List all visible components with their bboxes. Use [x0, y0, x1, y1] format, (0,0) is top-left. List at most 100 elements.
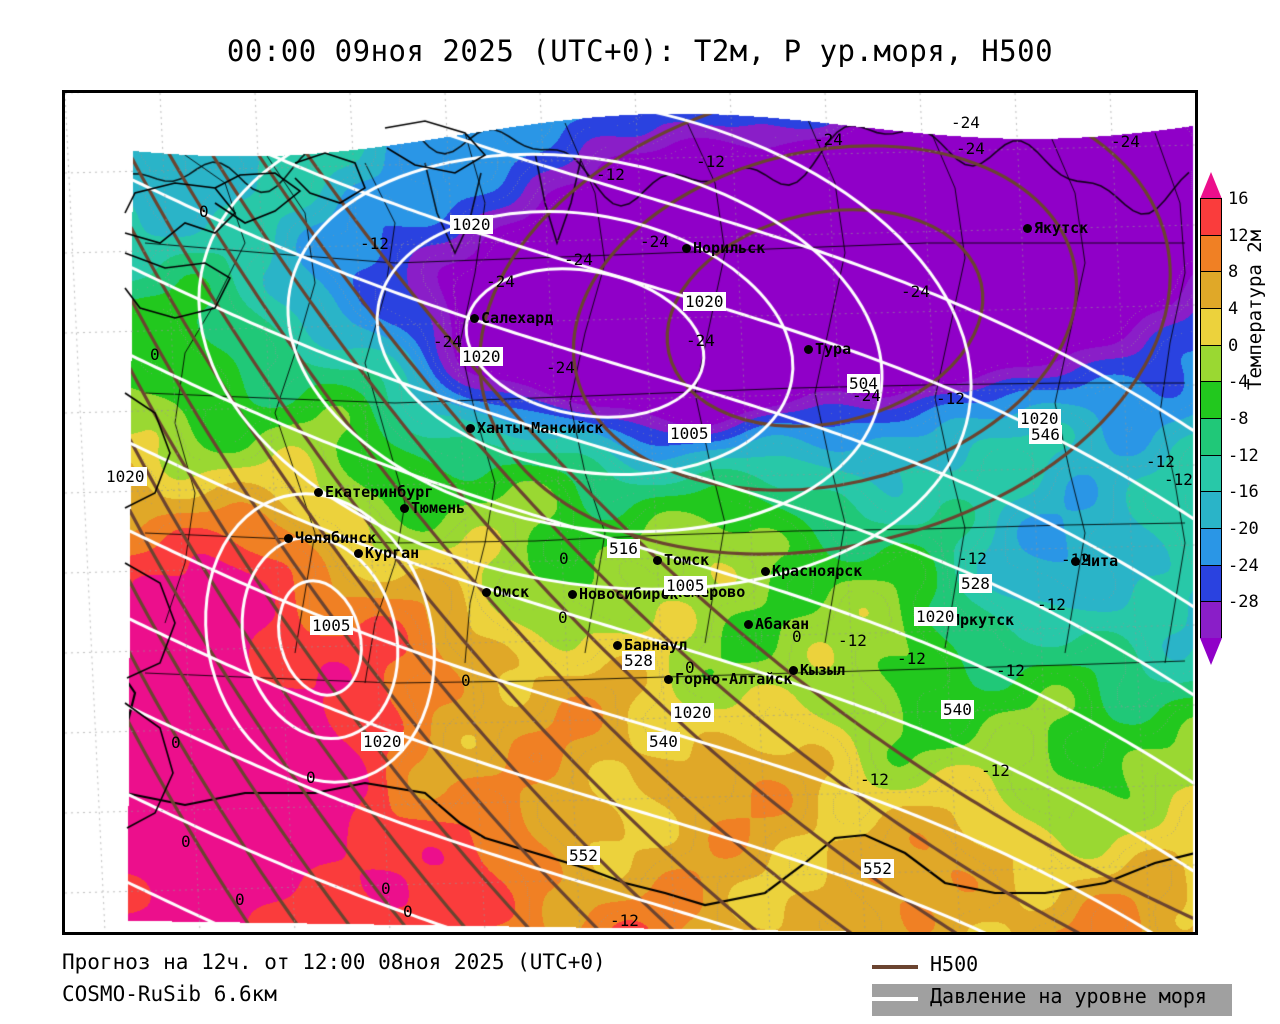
h500-contour-label: 528 [622, 651, 655, 670]
legend-label-h500: H500 [930, 952, 979, 976]
temperature-contour-label: -24 [564, 250, 593, 269]
legend-label-mslp: Давление на уровне моря [930, 984, 1207, 1008]
city-dot [744, 620, 753, 629]
temperature-contour-label: -12 [1037, 595, 1066, 614]
pressure-contour-label: 1005 [310, 616, 353, 635]
temperature-contour-label: -12 [838, 631, 867, 650]
temperature-contour-label: -12 [936, 389, 965, 408]
temperature-contour-label: -24 [1111, 132, 1140, 151]
model-info: COSMO-RuSib 6.6км [62, 982, 277, 1006]
city-dot [613, 641, 622, 650]
h500-contour-label: 516 [607, 539, 640, 558]
temperature-contour-label: -24 [486, 272, 515, 291]
temperature-contour-label: -12 [996, 661, 1025, 680]
colorbar-over-arrow [1200, 172, 1222, 199]
city-label: Омск [493, 583, 530, 601]
city-label: Новосибирск [579, 585, 679, 603]
pressure-contour-label: 1005 [668, 424, 711, 443]
colorbar-tick-label: 16 [1228, 189, 1249, 209]
pressure-contour-label: 1020 [671, 703, 714, 722]
city-dot [1023, 224, 1032, 233]
pressure-contour-label: 1020 [450, 215, 493, 234]
city-dot [682, 244, 691, 253]
city-label: Барнаул [624, 636, 688, 654]
city-label: Кызыл [800, 661, 846, 679]
temperature-contour-label: -24 [433, 332, 462, 351]
h500-contour-label: 540 [647, 732, 680, 751]
city-label: Курган [365, 544, 420, 562]
legend-item-mslp: Давление на уровне моря [872, 984, 1232, 1016]
weather-map[interactable]: Якутск Норильск Салехард Тура Ханты-Мансийск… [62, 90, 1198, 935]
temperature-contour-label: -24 [956, 139, 985, 158]
temperature-contour-label: 0 [150, 345, 160, 364]
city-dot [664, 675, 673, 684]
city-dot [568, 590, 577, 599]
city-label: Салехард [481, 309, 554, 327]
temperature-contour-label: 0 [199, 202, 209, 221]
colorbar-cell [1201, 235, 1221, 273]
pressure-contour-label: 1020 [460, 347, 503, 366]
temperature-colorbar: 16 12 8 4 0 -4 -8 -12 -16 -20 -24 -28 [1200, 172, 1259, 665]
temperature-contour-label: -12 [1061, 550, 1090, 569]
temperature-contour-label: 0 [306, 768, 316, 787]
city-label: Томск [664, 551, 710, 569]
colorbar-cells [1200, 198, 1222, 639]
temperature-contour-label: 0 [235, 890, 245, 909]
temperature-contour-label: 0 [685, 658, 695, 677]
temperature-contour-label: -12 [860, 770, 889, 789]
pressure-contour-label: 1005 [664, 576, 707, 595]
temperature-contour-label: -12 [610, 911, 639, 930]
city-dot [400, 504, 409, 513]
colorbar-cell [1201, 528, 1221, 566]
city-label: Абакан [755, 615, 810, 633]
city-dot [482, 588, 491, 597]
pressure-contour-label: 1020 [361, 732, 404, 751]
temperature-contour-label: -24 [640, 232, 669, 251]
city-dot [470, 314, 479, 323]
colorbar-tick-label: -28 [1228, 592, 1259, 613]
colorbar-tick-label: -24 [1228, 555, 1259, 576]
city-label: Якутск [1034, 219, 1089, 237]
colorbar-axis-title: Температура 2м [1244, 229, 1266, 390]
temperature-contour-label: -12 [1146, 452, 1175, 471]
colorbar-cell [1201, 272, 1221, 309]
colorbar-tick-label: -8 [1228, 409, 1249, 429]
temperature-contour-label: -12 [696, 152, 725, 171]
city-label: Ханты-Мансийск [477, 419, 604, 437]
city-dot [804, 345, 813, 354]
city-dot [1071, 557, 1080, 566]
h500-contour-label: 504 [847, 374, 880, 393]
temperature-contour-label: -12 [1164, 470, 1193, 489]
colorbar-cell [1201, 308, 1221, 346]
temperature-contour-label: -12 [981, 761, 1010, 780]
colorbar-cell [1201, 492, 1221, 529]
h500-contour-label: 552 [861, 859, 894, 878]
city-dot [354, 549, 363, 558]
temperature-contour-label: 0 [461, 671, 471, 690]
pressure-contour-label: 1020 [1018, 409, 1061, 428]
temperature-contour-label: 0 [381, 879, 391, 898]
temperature-contour-label: 0 [559, 549, 569, 568]
city-label: Иркутск [951, 611, 1015, 629]
colorbar-cell [1201, 455, 1221, 493]
city-label: Норильск [693, 239, 766, 257]
colorbar-cell [1201, 418, 1221, 456]
temperature-contour-label: -24 [686, 331, 715, 350]
temperature-contour-label: -12 [958, 549, 987, 568]
colorbar-tick-label: 4 [1228, 299, 1239, 319]
city-label: Екатеринбург [325, 483, 434, 501]
colorbar-cell [1201, 199, 1221, 236]
h500-contour-label: 546 [1029, 425, 1062, 444]
h500-line-swatch [872, 965, 918, 969]
page-title: 00:00 09ноя 2025 (UTC+0): T2м, P ур.моря… [226, 34, 1054, 68]
temperature-contour-label: 0 [558, 608, 568, 627]
temperature-contour-label: -24 [901, 282, 930, 301]
city-dot [789, 666, 798, 675]
colorbar-tick-label: 12 [1228, 225, 1249, 246]
city-dot [466, 424, 475, 433]
city-dot [284, 534, 293, 543]
h500-contour-label: 552 [567, 846, 600, 865]
colorbar-cell [1201, 345, 1221, 383]
pressure-contour-label: 1020 [104, 467, 147, 486]
colorbar-tick-label: 0 [1228, 335, 1239, 356]
